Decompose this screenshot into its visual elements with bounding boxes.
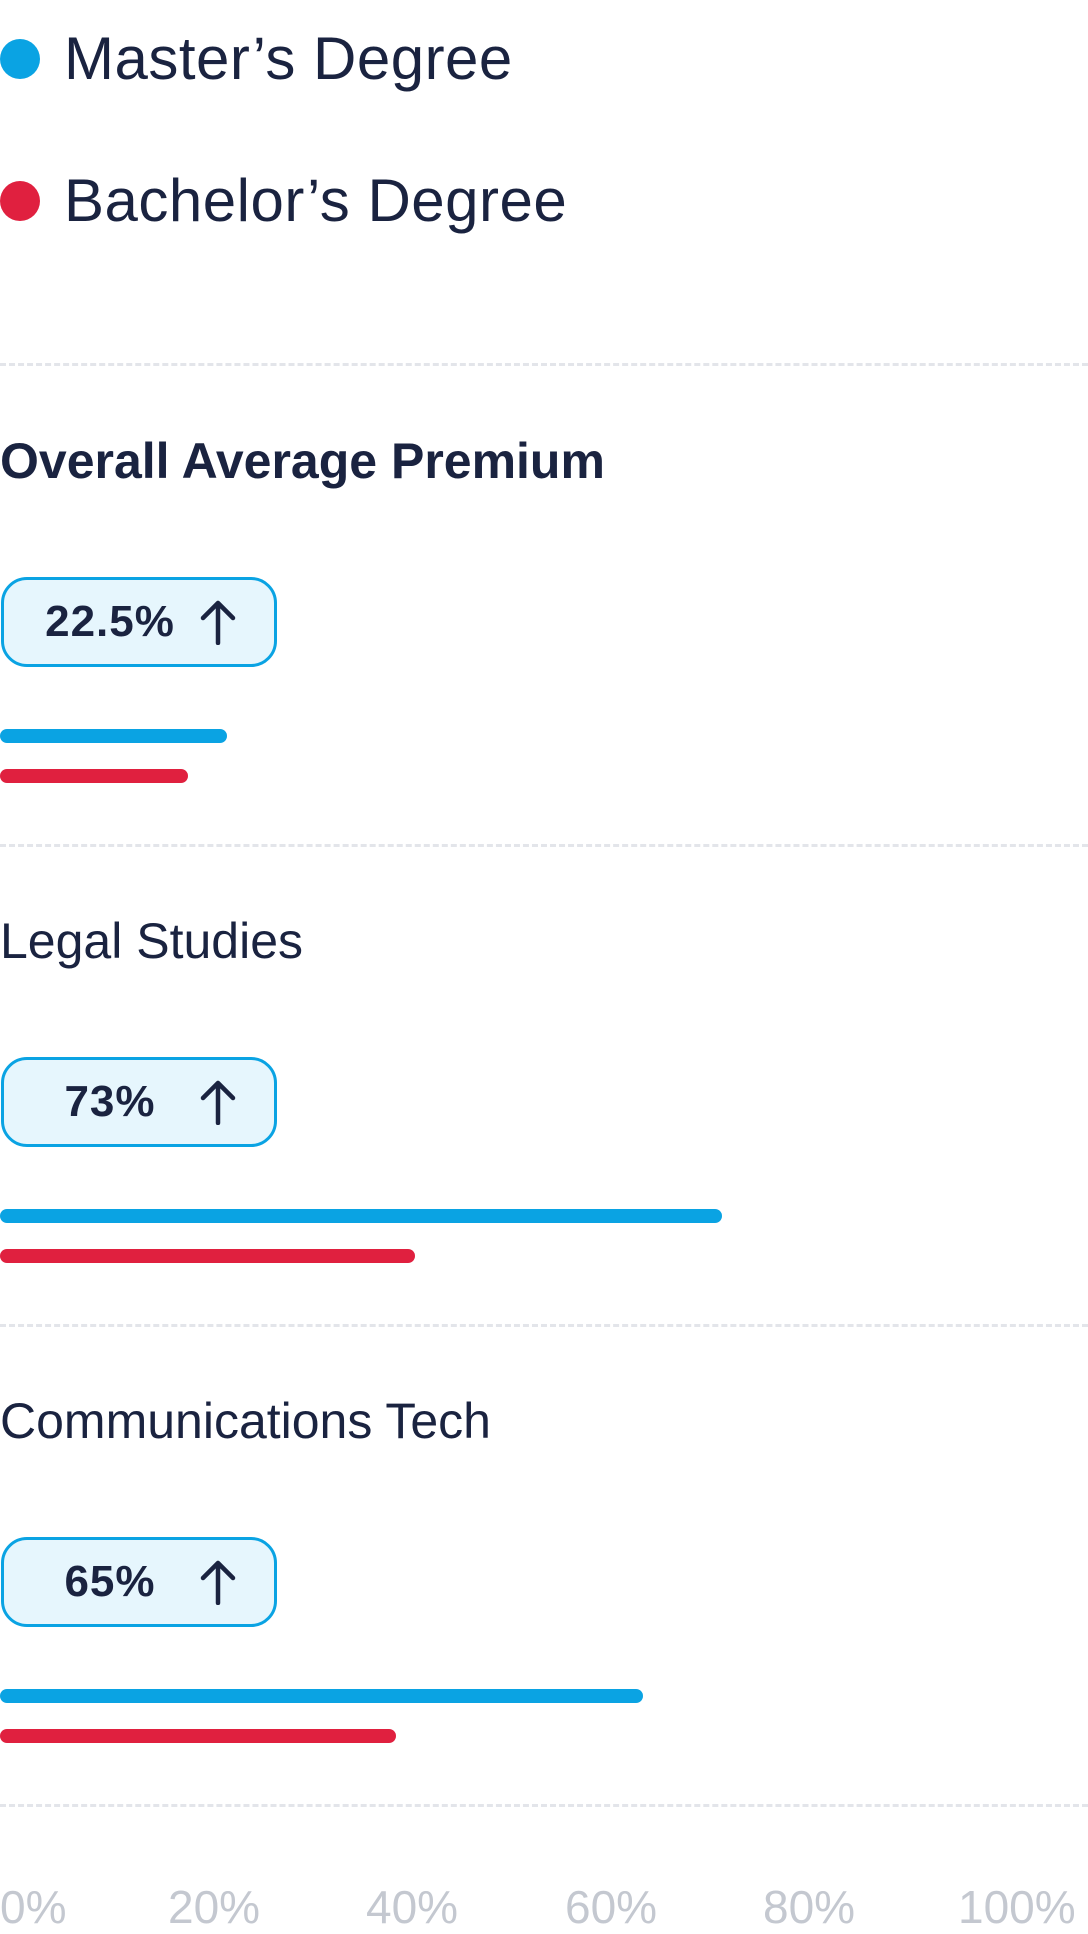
bachelors-dot-icon — [0, 180, 40, 221]
arrow-up-icon — [198, 599, 238, 645]
x-tick-label: 0% — [0, 1881, 67, 1933]
x-tick-label: 80% — [763, 1881, 856, 1933]
arrow-up-icon — [198, 1079, 238, 1125]
bar-masters-legal-studies — [0, 1209, 722, 1223]
category-label-overall: Overall Average Premium — [0, 433, 605, 489]
legend-item-masters: Master’s Degree — [0, 24, 513, 93]
premium-badge: 65% — [1, 1537, 277, 1627]
bar-bachelors-overall — [0, 769, 188, 783]
category-label-communications-tech: Communications Tech — [0, 1393, 491, 1449]
legend-label-bachelors: Bachelor’s Degree — [64, 167, 568, 234]
arrow-up-icon — [198, 1559, 238, 1605]
divider — [0, 1324, 1088, 1327]
bar-masters-overall — [0, 729, 227, 743]
legend-label-masters: Master’s Degree — [64, 25, 513, 92]
premium-badge: 73% — [1, 1057, 277, 1147]
bar-bachelors-communications-tech — [0, 1729, 396, 1743]
x-tick-label: 40% — [366, 1881, 459, 1933]
divider — [0, 844, 1088, 847]
legend-item-bachelors: Bachelor’s Degree — [0, 166, 567, 235]
masters-dot-icon — [0, 38, 40, 79]
premium-badge: 22.5% — [1, 577, 277, 667]
bar-masters-communications-tech — [0, 1689, 643, 1703]
badge-value: 73% — [64, 1077, 156, 1126]
badge-value: 22.5% — [45, 597, 175, 646]
x-tick-label: 60% — [565, 1881, 658, 1933]
badge-value: 65% — [64, 1557, 156, 1606]
divider — [0, 1804, 1088, 1807]
category-label-legal-studies: Legal Studies — [0, 913, 304, 969]
x-tick-label: 100% — [958, 1881, 1076, 1933]
x-tick-label: 20% — [168, 1881, 261, 1933]
bar-bachelors-legal-studies — [0, 1249, 415, 1263]
divider — [0, 363, 1088, 366]
